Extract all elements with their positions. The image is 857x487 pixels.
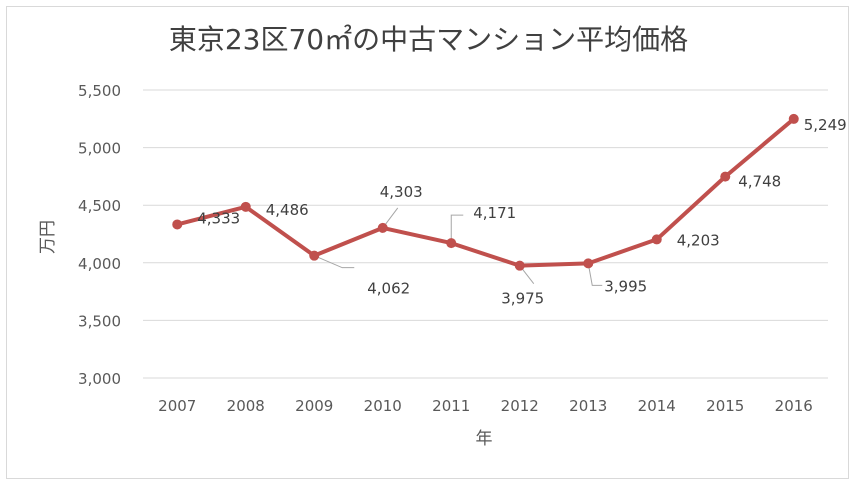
x-tick-label: 2012 [501, 397, 539, 415]
y-tick-label: 4,000 [78, 255, 121, 273]
data-point [514, 260, 525, 271]
label-leader-line [314, 255, 355, 269]
y-tick-label: 5,000 [78, 140, 121, 158]
data-label: 4,303 [380, 183, 423, 201]
x-tick-label: 2014 [638, 397, 676, 415]
chart-frame [6, 6, 849, 479]
x-tick-label: 2009 [295, 397, 333, 415]
data-point [172, 219, 183, 230]
data-point [788, 113, 799, 124]
x-tick-label: 2015 [706, 397, 744, 415]
label-leader-line [450, 214, 464, 244]
data-point [309, 250, 320, 261]
y-tick-label: 3,000 [78, 370, 121, 388]
x-tick-label: 2013 [569, 397, 607, 415]
x-axis-label: 年 [476, 429, 493, 449]
chart-title: 東京23区70㎡の中古マンション平均価格 [168, 23, 689, 56]
x-tick-label: 2016 [775, 397, 813, 415]
y-tick-label: 3,500 [78, 312, 121, 330]
data-label: 4,203 [677, 231, 720, 249]
data-label: 5,249 [804, 116, 847, 134]
x-tick-label: 2010 [364, 397, 402, 415]
x-tick-label: 2011 [432, 397, 470, 415]
data-point [720, 171, 731, 182]
data-label: 3,975 [501, 290, 544, 308]
data-label: 4,486 [266, 201, 309, 219]
data-label: 4,171 [473, 204, 516, 222]
data-point [377, 222, 388, 233]
label-leader-line [587, 263, 603, 286]
x-tick-label: 2008 [227, 397, 265, 415]
data-label: 3,995 [604, 277, 647, 295]
data-label: 4,748 [738, 173, 781, 191]
y-axis-label: 万円 [38, 220, 58, 254]
data-point [651, 234, 662, 245]
data-point [446, 238, 457, 249]
data-label: 4,333 [197, 209, 240, 227]
series-line [175, 116, 796, 268]
data-point [583, 258, 594, 269]
data-point [240, 201, 251, 212]
y-tick-label: 4,500 [78, 197, 121, 215]
y-tick-label: 5,500 [78, 82, 121, 100]
x-tick-label: 2007 [158, 397, 196, 415]
data-label: 4,062 [367, 280, 410, 298]
